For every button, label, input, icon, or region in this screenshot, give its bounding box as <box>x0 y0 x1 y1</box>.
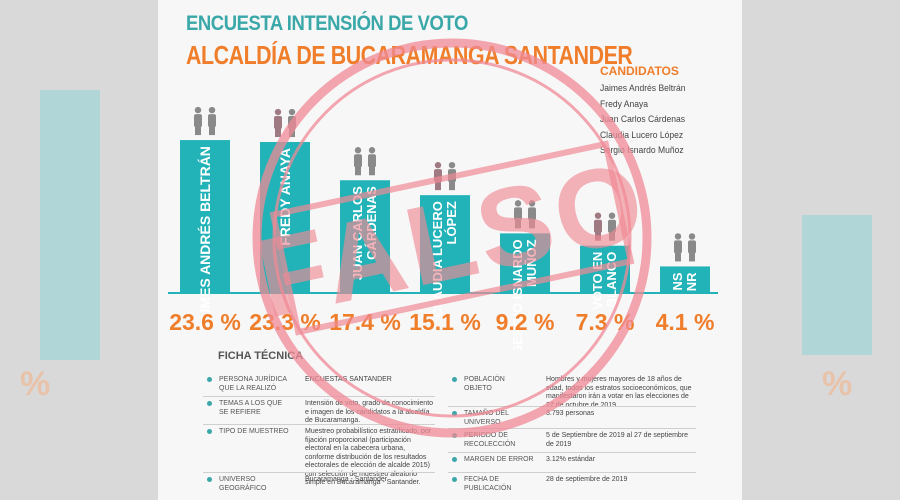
ficha-value: 28 de septiembre de 2019 <box>546 476 628 483</box>
ficha-left-column: PERSONA JURÍDICA QUE LA REALIZÓ ENCUESTAS… <box>203 368 443 500</box>
ficha-key: POBLACIÓN OBJETO <box>464 376 505 392</box>
ficha-key: TAMAÑO DEL UNIVERSO <box>464 410 509 426</box>
bullet-icon <box>207 401 212 406</box>
people-icon <box>194 106 216 136</box>
people-icon <box>434 161 456 191</box>
ficha-key: FECHA DE PUBLICACIÓN <box>464 476 512 492</box>
bullet-icon <box>207 429 212 434</box>
ficha-divider <box>203 424 435 425</box>
value-label-5: 7.3 % <box>576 309 635 335</box>
ficha-value: Intensión de voto, grado de conocimiento… <box>305 400 434 424</box>
ficha-divider <box>448 452 696 453</box>
ficha-heading: FICHA TÉCNICA <box>218 350 304 362</box>
bar-6 <box>660 266 710 293</box>
ficha-value: Bucaramanga - Santander <box>305 476 388 483</box>
bar-label-6: NSNR <box>670 272 699 291</box>
poster-title: ENCUESTA INTENSIÓN DE VOTO <box>186 12 468 35</box>
ficha-divider <box>203 396 435 397</box>
bullet-icon <box>207 377 212 382</box>
value-label-1: 23.3 % <box>249 309 321 335</box>
ficha-divider <box>448 472 696 473</box>
ficha-value: ENCUESTAS SANTANDER <box>305 376 392 383</box>
survey-poster: ENCUESTA INTENSIÓN DE VOTO ALCALDÍA DE B… <box>158 0 742 500</box>
ficha-divider <box>203 472 435 473</box>
value-label-4: 9.2 % <box>496 309 555 335</box>
ficha-key: TIPO DE MUESTREO <box>219 428 289 435</box>
people-icon <box>354 147 376 176</box>
people-icon <box>514 200 536 229</box>
ficha-value: 5 de Septiembre de 2019 al 27 de septiem… <box>546 432 689 448</box>
bullet-icon <box>452 433 457 438</box>
bar-0 <box>180 140 230 293</box>
ficha-key: UNIVERSO GEOGRÁFICO <box>219 476 267 492</box>
bar-label-5: VOTO ENBLANCO <box>590 252 619 310</box>
bar-label-1: FREDY ANAYA <box>277 148 293 246</box>
ficha-key: MARGEN DE ERROR <box>464 456 534 463</box>
left-blurred-panel: % <box>0 0 158 500</box>
people-icon <box>674 233 696 262</box>
value-label-0: 23.6 % <box>169 309 241 335</box>
ficha-divider <box>448 428 696 429</box>
ficha-key: PERSONA JURÍDICA QUE LA REALIZÓ <box>219 376 287 392</box>
value-label-2: 17.4 % <box>329 309 401 335</box>
ficha-value: 3.12% estándar <box>546 456 596 463</box>
bullet-icon <box>207 477 212 482</box>
bar-label-0: JAIMES ANDRÉS BELTRÁN <box>197 146 213 330</box>
ficha-key: PERIODO DE RECOLECCIÓN <box>464 432 516 448</box>
value-label-6: 4.1 % <box>656 309 715 335</box>
ficha-right-column: POBLACIÓN OBJETO Hombres y mujeres mayore… <box>448 368 708 500</box>
ficha-key: TEMAS A LOS QUE SE REFIERE <box>219 400 283 416</box>
people-icon <box>274 108 296 138</box>
bullet-icon <box>452 377 457 382</box>
ficha-value: 3.793 personas <box>546 410 595 417</box>
value-label-3: 15.1 % <box>409 309 481 335</box>
bullet-icon <box>452 457 457 462</box>
bullet-icon <box>452 411 457 416</box>
people-icon <box>594 212 616 241</box>
ficha-value: Hombres y mujeres mayores de 18 años de … <box>546 376 692 409</box>
bullet-icon <box>452 477 457 482</box>
right-blurred-panel: % <box>742 0 900 500</box>
ficha-divider <box>448 406 696 407</box>
